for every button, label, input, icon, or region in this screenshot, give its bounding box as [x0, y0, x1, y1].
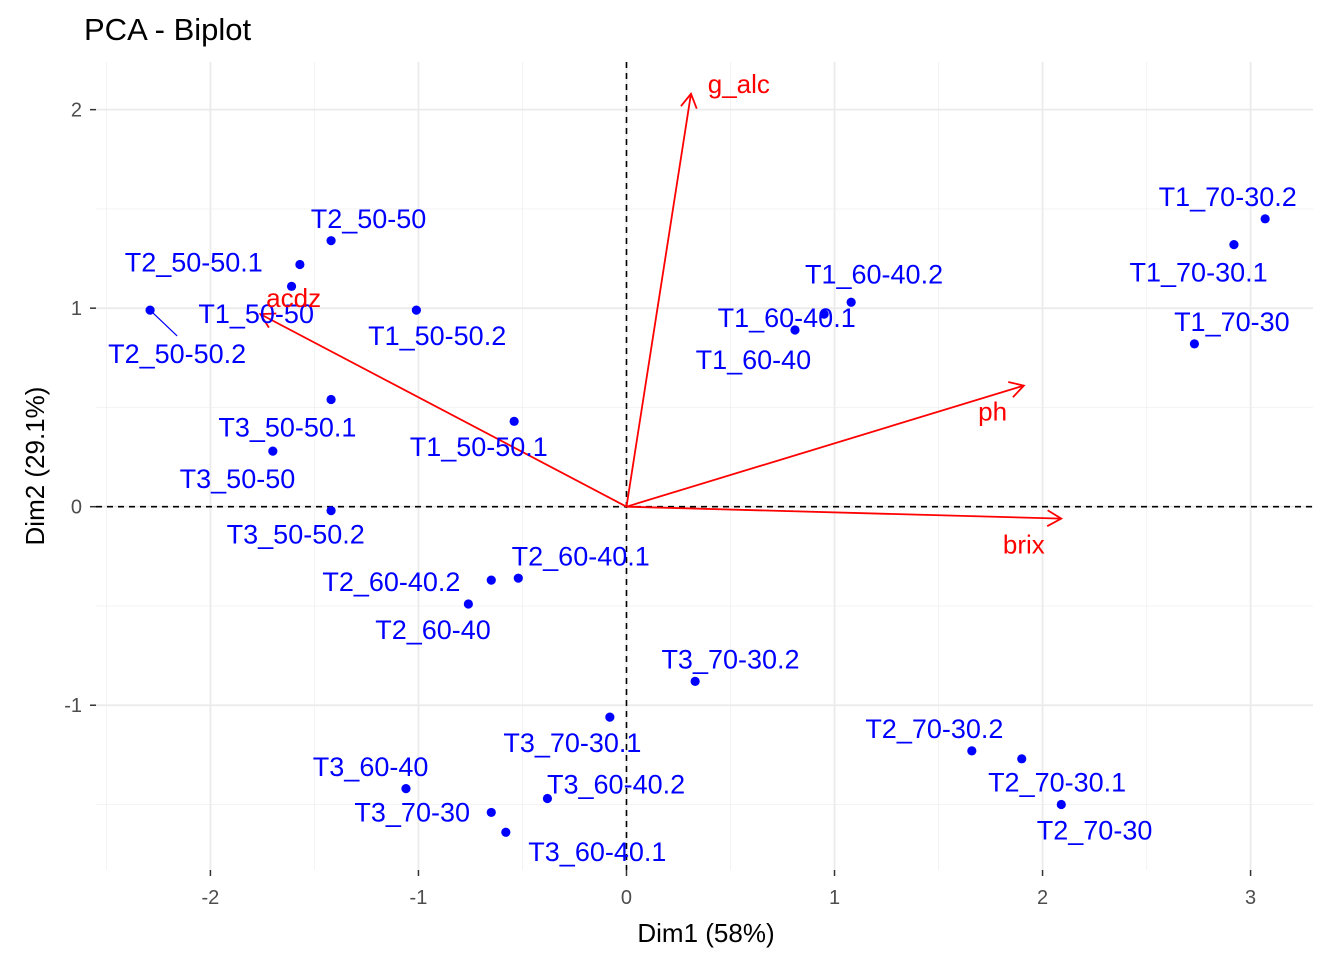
axis-ticks: -2 -1 0 1 2 3 -1 0 1 2 — [64, 100, 1256, 909]
arrow-head — [1008, 381, 1026, 398]
arrow-head — [1046, 509, 1064, 528]
label-segments — [149, 309, 178, 337]
point-t2-60-40-1 — [513, 573, 523, 583]
point-t1-70-30-2 — [1260, 214, 1270, 224]
point-t3-60-40-2 — [542, 793, 553, 804]
point-t2-60-40 — [463, 599, 473, 609]
point-label: T2_60-40 — [375, 615, 491, 645]
reference-lines — [96, 62, 1313, 870]
variable-label: brix — [1003, 529, 1045, 559]
point-t3-50-50 — [268, 446, 278, 456]
point-t2-70-30-2 — [967, 746, 977, 756]
arrow-acdz — [259, 313, 627, 508]
variable-label: ph — [978, 396, 1007, 426]
y-tick-label: 2 — [71, 100, 82, 122]
point-t2-70-30-1 — [1017, 754, 1027, 764]
point-t3-60-40-1 — [501, 827, 511, 837]
point-label: T1_70-30.1 — [1130, 257, 1268, 287]
point-t1-70-30-1 — [1229, 240, 1239, 250]
arrow-head — [258, 312, 277, 329]
x-tick-label: -2 — [202, 887, 220, 909]
chart-title: PCA - Biplot — [84, 12, 252, 47]
y-tick-label: -1 — [64, 695, 82, 717]
point-t2-60-40-2 — [486, 575, 496, 585]
point-t2-50-50 — [326, 236, 336, 246]
point-label: T3_60-40.1 — [528, 837, 666, 867]
point-label: T2_60-40.2 — [322, 567, 460, 597]
label-connector — [149, 309, 178, 337]
point-t1-50-50-2 — [411, 305, 421, 315]
x-tick-label: 1 — [829, 887, 840, 909]
y-axis-title: Dim2 (29.1%) — [20, 387, 50, 546]
point-label: T1_70-30 — [1174, 307, 1290, 337]
point-label: T3_60-40.2 — [547, 770, 685, 800]
x-tick-label: -1 — [410, 887, 428, 909]
point-label: T1_50-50.1 — [410, 432, 548, 462]
y-tick-label: 0 — [71, 497, 82, 519]
x-tick-label: 2 — [1037, 887, 1048, 909]
arrow-head — [680, 91, 698, 110]
point-t3-60-40 — [401, 784, 411, 794]
point-t3-50-50-2 — [326, 506, 336, 516]
point-label: T1_50-50 — [198, 299, 314, 329]
x-tick-label: 0 — [621, 887, 632, 909]
point-t1-60-40-1 — [819, 309, 829, 319]
point-t2-50-50-2 — [145, 305, 155, 315]
point-t3-70-30 — [486, 807, 496, 818]
point-label: T1_60-40.2 — [805, 259, 943, 289]
point-t1-50-50 — [286, 281, 297, 291]
point-label: T3_50-50.1 — [218, 412, 356, 442]
variable-label: g_alc — [708, 69, 770, 99]
arrow-g-alc — [625, 93, 692, 507]
point-label: T2_50-50.1 — [125, 248, 263, 278]
point-t2-70-30 — [1056, 799, 1066, 810]
x-axis-title: Dim1 (58%) — [637, 918, 774, 948]
point-label: T2_50-50 — [311, 204, 427, 234]
individual-points — [145, 214, 1270, 837]
point-label: T2_60-40.1 — [512, 541, 650, 571]
arrow-ph — [626, 384, 1025, 508]
variable-label: acdz — [266, 283, 321, 313]
point-t3-70-30-2 — [690, 676, 700, 687]
point-label: T3_50-50.2 — [227, 519, 365, 549]
individual-labels: T2_50-50 T2_50-50.1 T2_50-50.2 T1_50-50 T1_5… — [108, 182, 1297, 867]
point-t1-70-30 — [1189, 339, 1200, 349]
point-t1-60-40 — [790, 325, 800, 335]
point-label: T2_50-50.2 — [108, 339, 246, 369]
point-label: T1_60-40.1 — [718, 303, 856, 333]
variable-arrows — [258, 91, 1064, 528]
y-tick-label: 1 — [71, 298, 82, 320]
point-label: T3_70-30 — [354, 797, 470, 827]
point-label: T3_50-50 — [180, 464, 296, 494]
point-label: T3_70-30.1 — [503, 728, 641, 758]
point-label: T2_70-30.2 — [865, 714, 1003, 744]
grid-minor — [96, 62, 1313, 870]
point-t3-50-50-1 — [326, 394, 336, 405]
point-label: T2_70-30.1 — [988, 768, 1126, 798]
x-tick-label: 3 — [1245, 887, 1256, 909]
point-label: T2_70-30 — [1037, 815, 1153, 845]
point-t2-50-50-1 — [295, 259, 305, 270]
point-label: T3_60-40 — [313, 752, 429, 782]
point-label: T1_70-30.2 — [1159, 182, 1297, 212]
arrow-brix — [626, 505, 1062, 520]
point-t1-60-40-2 — [846, 297, 856, 307]
point-t3-70-30-1 — [605, 712, 615, 722]
point-label: T3_70-30.2 — [661, 645, 799, 675]
point-label: T1_60-40 — [696, 345, 812, 375]
point-t1-50-50-1 — [509, 416, 519, 426]
point-label: T1_50-50.2 — [368, 321, 506, 351]
